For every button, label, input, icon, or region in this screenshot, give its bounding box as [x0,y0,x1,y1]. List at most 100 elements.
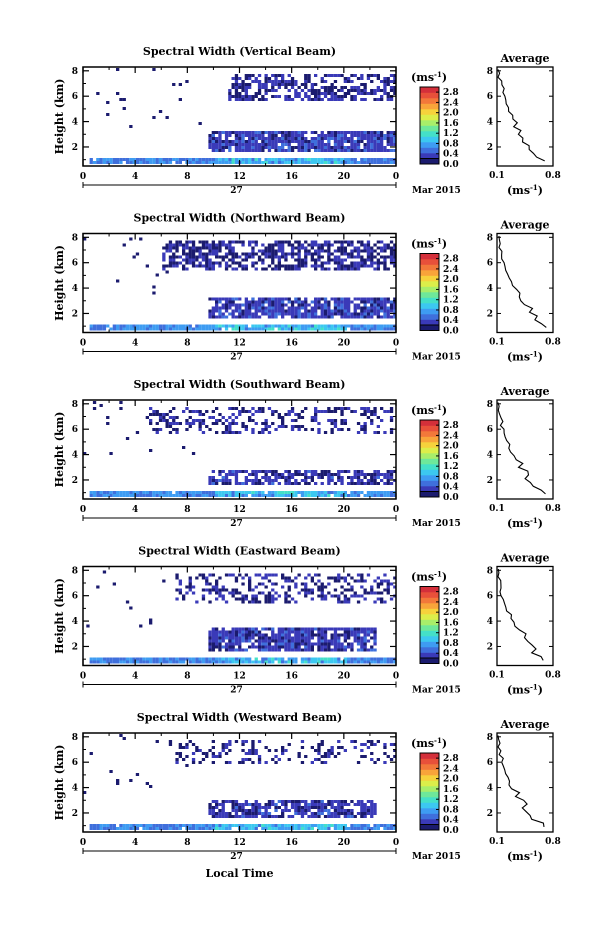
heatmap-cell [284,425,287,428]
heatmap-cell [324,410,327,413]
heatmap-cell [238,815,241,818]
heatmap-cell [156,491,159,494]
heatmap-cell [357,134,360,137]
heatmap-cell [146,265,149,268]
heatmap-cell [334,143,337,146]
heatmap-cell [159,824,162,827]
heatmap-cell [291,301,294,304]
heatmap-cell [278,815,281,818]
heatmap-cell [119,325,122,328]
heatmap-cell [228,304,231,307]
heatmap-cell [126,824,129,827]
heatmap-cell [238,431,241,434]
heatmap-cell [373,592,376,595]
heatmap-cell [390,250,393,253]
heatmap-cell [218,491,221,494]
heatmap-cell [271,482,274,485]
heatmap-cell [383,310,386,313]
heatmap-cell [354,410,357,413]
heatmap-cell [255,628,258,631]
heatmap-cell [357,253,360,256]
heatmap-cell [321,304,324,307]
heatmap-cell [258,470,261,473]
heatmap-cell [304,800,307,803]
heatmap-cell [271,253,274,256]
heatmap-cell [232,325,235,328]
heatmap-cell [222,298,225,301]
heatmap-cell [317,301,320,304]
heatmap-cell [367,316,370,319]
heatmap-cell [340,74,343,77]
heatmap-cell [324,244,327,247]
heatmap-cell [232,431,235,434]
heatmap-cell [383,307,386,310]
heatmap-cell [291,425,294,428]
heatmap-cell [261,634,264,637]
heatmap-cell [172,265,175,268]
heatmap-cell [331,325,334,328]
heatmap-cell [268,643,271,646]
heatmap-cell [364,431,367,434]
x-tick-label: 4 [132,672,138,682]
heatmap-cell [304,586,307,589]
heatmap-cell [251,98,254,101]
heatmap-cell [321,143,324,146]
heatmap-cell [136,827,139,830]
heatmap-cell [93,827,96,830]
heatmap-cell [265,658,268,661]
heatmap-cell [294,658,297,661]
heatmap-cell [373,661,376,664]
x-tick-label: 0 [393,672,399,682]
heatmap-cell [202,419,205,422]
heatmap-cell [251,146,254,149]
heatmap-cell [212,574,215,577]
heatmap-cell [258,631,261,634]
heatmap-cell [235,95,238,98]
heatmap-cell [354,476,357,479]
heatmap-cell [314,658,317,661]
heatmap-cell [251,265,254,268]
heatmap-cell [258,479,261,482]
x-tick-label: 16 [285,672,298,682]
heatmap-cell [307,161,310,164]
heatmap-cell [175,491,178,494]
heatmap-cell [255,806,258,809]
heatmap-cell [327,301,330,304]
heatmap-cell [241,310,244,313]
heatmap-cell [175,262,178,265]
heatmap-cell [307,250,310,253]
heatmap-cell [364,146,367,149]
heatmap-cell [129,125,132,128]
heatmap-cell [340,313,343,316]
heatmap-cell [232,643,235,646]
heatmap-cell [281,803,284,806]
heatmap-cell [367,491,370,494]
heatmap-cell [261,310,264,313]
heatmap-cell [96,661,99,664]
heatmap-cell [228,298,231,301]
heatmap-cell [235,80,238,83]
heatmap-cell [311,428,314,431]
heatmap-cell [225,310,228,313]
heatmap-cell [126,661,129,664]
day-label: 27 [230,852,243,862]
heatmap-cell [301,149,304,152]
heatmap-cell [377,577,380,580]
heatmap-cell [241,631,244,634]
heatmap-cell [202,241,205,244]
heatmap-cell [314,325,317,328]
heatmap-cell [350,482,353,485]
heatmap-cell [334,634,337,637]
heatmap-cell [268,749,271,752]
heatmap-cell [232,304,235,307]
heatmap-cell [251,470,254,473]
heatmap-cell [337,74,340,77]
heatmap-cell [304,301,307,304]
heatmap-cell [347,244,350,247]
heatmap-cell [334,250,337,253]
heatmap-cell [175,598,178,601]
heatmap-cell [387,491,390,494]
heatmap-cell [268,253,271,256]
heatmap-cell [228,307,231,310]
heatmap-cell [294,298,297,301]
